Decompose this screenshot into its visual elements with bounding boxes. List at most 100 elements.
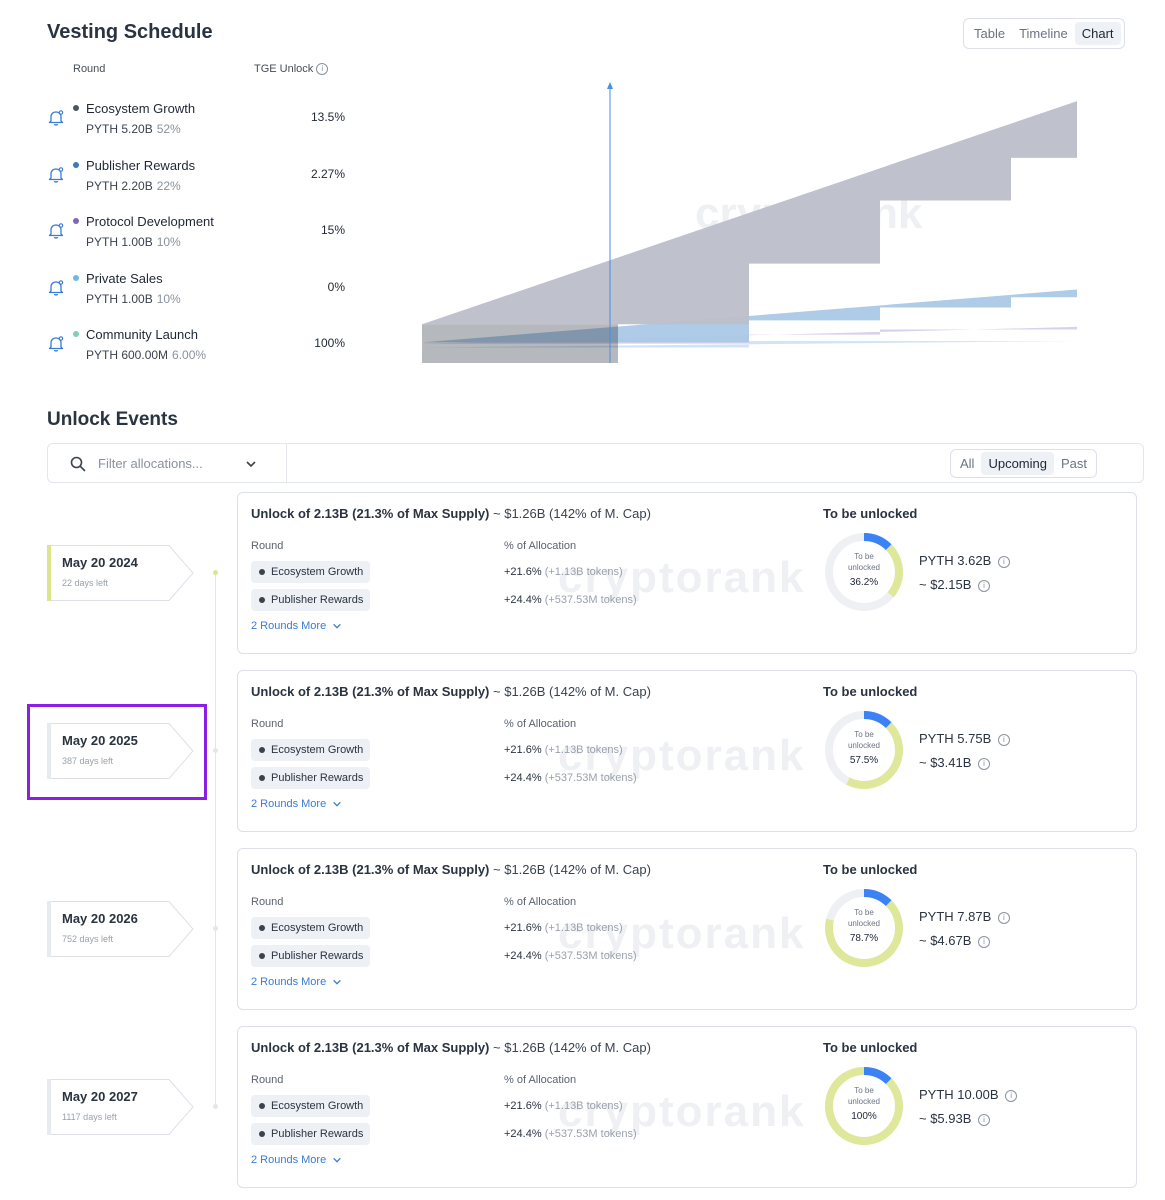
- rounds-more-label: 2 Rounds More: [251, 620, 327, 632]
- date-tag[interactable]: May 20 2026 752 days left: [47, 901, 197, 957]
- to-be-unlocked-tokens: PYTH 5.75B i: [919, 731, 1010, 746]
- filter-allocations-input[interactable]: Filter allocations...: [98, 456, 203, 471]
- rounds-more-link[interactable]: 2 Rounds More: [251, 976, 342, 988]
- unlock-event-card: cryptorank Unlock of 2.13B (21.3% of Max …: [237, 492, 1137, 654]
- event-title-value: ~ $1.26B (142% of M. Cap): [493, 684, 651, 699]
- donut-percent: 78.7%: [849, 933, 879, 944]
- info-icon[interactable]: i: [997, 911, 1010, 924]
- date-tag[interactable]: May 20 2024 22 days left: [47, 545, 197, 601]
- donut-center: To be unlocked 100%: [823, 1085, 905, 1122]
- donut-current-arc: [825, 1067, 903, 1145]
- to-be-unlocked-pyth: PYTH 7.87B: [919, 909, 992, 924]
- info-icon[interactable]: i: [1005, 1089, 1018, 1102]
- event-title: Unlock of 2.13B (21.3% of Max Supply) ~ …: [251, 1040, 651, 1055]
- rounds-more-link[interactable]: 2 Rounds More: [251, 798, 342, 810]
- view-timeline-button[interactable]: Timeline: [1019, 26, 1068, 41]
- round-pill[interactable]: Ecosystem Growth: [251, 1095, 371, 1117]
- donut-label: To be unlocked: [847, 552, 881, 572]
- allocation-value: +24.4% (+537.53M tokens): [504, 594, 637, 606]
- view-table-button[interactable]: Table: [974, 26, 1006, 41]
- donut-label: To be unlocked: [847, 1086, 881, 1106]
- allocation-percent: +24.4%: [504, 771, 542, 784]
- unlock-progress-donut: [825, 533, 903, 611]
- round-pill[interactable]: Publisher Rewards: [251, 1122, 371, 1145]
- round-color-dot: [73, 274, 79, 281]
- round-name: Publisher Rewards: [86, 157, 196, 173]
- donut-center: To be unlocked 36.2%: [823, 551, 905, 588]
- timeline-dot: [213, 1104, 218, 1109]
- tab-past[interactable]: Past: [1060, 456, 1087, 471]
- event-title-value: ~ $1.26B (142% of M. Cap): [493, 506, 651, 521]
- bell-icon[interactable]: [47, 335, 65, 353]
- date-tag-shape: [47, 545, 194, 601]
- info-icon[interactable]: i: [978, 579, 991, 592]
- tab-all[interactable]: All: [960, 456, 975, 471]
- event-date: May 20 2027: [62, 1089, 138, 1104]
- tab-upcoming[interactable]: Upcoming: [981, 452, 1054, 475]
- unlock-progress-donut: [825, 889, 903, 967]
- to-be-unlocked-tokens: PYTH 10.00B i: [919, 1087, 1018, 1102]
- info-icon[interactable]: i: [997, 555, 1010, 568]
- date-tag-shape: [47, 723, 194, 779]
- round-amount-value: PYTH 2.20B: [86, 178, 153, 193]
- allocation-tokens: (+1.13B tokens): [544, 1100, 623, 1112]
- unlock-progress-donut: [825, 1067, 903, 1145]
- timeline-dot: [213, 748, 218, 753]
- round-pill[interactable]: Publisher Rewards: [251, 766, 371, 789]
- donut-label: To be unlocked: [847, 908, 881, 928]
- date-tag-shape: [47, 1079, 194, 1135]
- round-column-header: Round: [251, 718, 284, 730]
- allocation-percent: +24.4%: [504, 593, 542, 606]
- view-toggle: Table Timeline Chart: [963, 18, 1125, 49]
- round-color-dot: [73, 161, 79, 168]
- bell-icon[interactable]: [47, 166, 65, 184]
- round-share: 22%: [156, 178, 181, 193]
- round-name: Ecosystem Growth: [86, 101, 196, 116]
- event-title-main: Unlock of 2.13B (21.3% of Max Supply): [251, 506, 490, 521]
- donut-current-arc: [825, 533, 903, 611]
- info-icon[interactable]: i: [997, 733, 1010, 746]
- round-pill[interactable]: Ecosystem Growth: [251, 561, 371, 583]
- allocation-percent: +21.6%: [504, 566, 542, 578]
- bell-icon[interactable]: [47, 279, 65, 297]
- date-tag-shape: [47, 901, 194, 957]
- info-icon[interactable]: i: [978, 1113, 991, 1126]
- round-pill[interactable]: Ecosystem Growth: [251, 917, 371, 939]
- round-column-header: Round: [251, 1074, 284, 1086]
- vesting-title: Vesting Schedule: [47, 21, 213, 43]
- round-pill[interactable]: Ecosystem Growth: [251, 739, 371, 761]
- allocation-column-header: % of Allocation: [504, 1074, 577, 1086]
- round-share: 10%: [156, 235, 181, 249]
- event-title-main: Unlock of 2.13B (21.3% of Max Supply): [251, 862, 490, 877]
- round-pill[interactable]: Publisher Rewards: [251, 588, 371, 611]
- round-tge-unlock: 2.27%: [310, 166, 345, 181]
- to-be-unlocked-tokens: PYTH 3.62B i: [919, 553, 1010, 568]
- rounds-more-link[interactable]: 2 Rounds More: [251, 620, 342, 632]
- info-icon[interactable]: i: [316, 63, 329, 76]
- event-days-left: 1117 days left: [62, 1112, 117, 1122]
- unlock-event-card: cryptorank Unlock of 2.13B (21.3% of Max …: [237, 848, 1137, 1010]
- tge-column-header: TGE Unlock i: [254, 63, 329, 76]
- round-color-dot: [73, 331, 79, 337]
- info-icon[interactable]: i: [978, 935, 991, 948]
- info-icon[interactable]: i: [978, 757, 991, 770]
- bell-icon[interactable]: [47, 222, 65, 240]
- round-tge-unlock: 15%: [320, 223, 345, 237]
- to-be-unlocked-usd-value: ~ $4.67B: [919, 933, 972, 948]
- round-pill[interactable]: Publisher Rewards: [251, 944, 371, 967]
- event-days-left: 22 days left: [62, 578, 109, 588]
- round-name: Private Sales: [86, 270, 163, 286]
- view-chart-button[interactable]: Chart: [1074, 22, 1121, 45]
- round-name: Community Launch: [86, 327, 198, 342]
- chevron-down-icon: [333, 979, 342, 985]
- date-tag[interactable]: May 20 2027 1117 days left: [47, 1079, 197, 1135]
- to-be-unlocked-usd-value: ~ $2.15B: [919, 577, 972, 592]
- allocation-value: +21.6% (+1.13B tokens): [504, 922, 623, 934]
- bell-icon[interactable]: [47, 109, 65, 127]
- rounds-more-link[interactable]: 2 Rounds More: [251, 1154, 342, 1166]
- round-tge-unlock: 13.5%: [310, 110, 345, 124]
- date-tag[interactable]: May 20 2025 387 days left: [47, 723, 197, 779]
- donut-percent: 100%: [851, 1111, 877, 1122]
- event-days-left: 387 days left: [62, 756, 114, 766]
- chevron-down-icon[interactable]: [245, 458, 257, 470]
